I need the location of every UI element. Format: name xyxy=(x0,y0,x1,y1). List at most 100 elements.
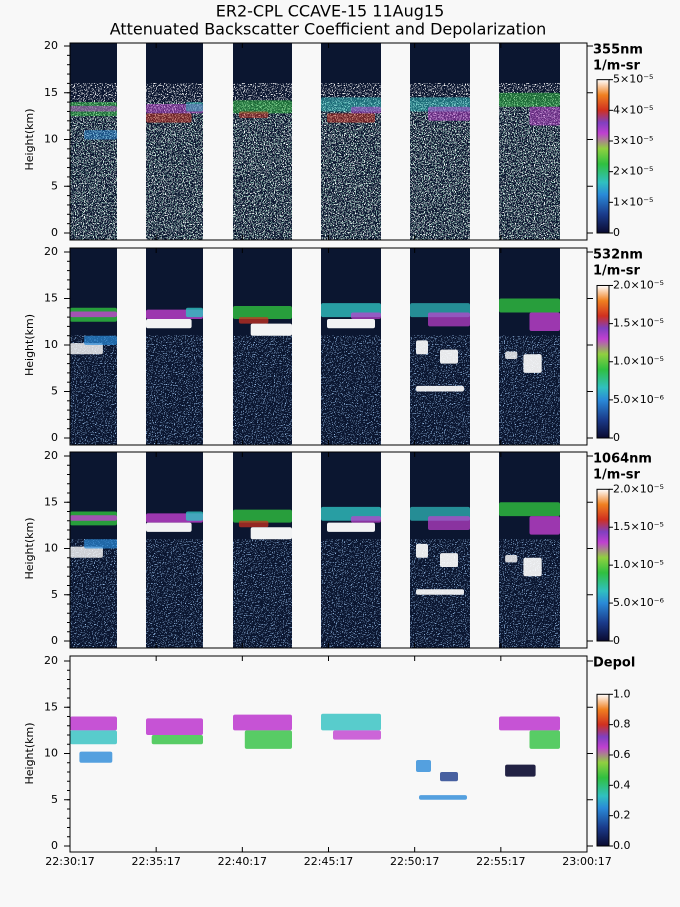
cloud-layer xyxy=(70,546,103,558)
colorbar-tick-label: 1.0 xyxy=(613,687,631,700)
curtain-noise xyxy=(233,335,292,445)
cloud-layer xyxy=(529,106,560,126)
cloud-layer xyxy=(70,343,103,355)
cloud-layer xyxy=(523,354,542,373)
colorbar-tick-label: 0.6 xyxy=(613,748,631,761)
curtain-noise xyxy=(321,539,381,648)
cloud-layer xyxy=(233,100,292,114)
colorbar xyxy=(596,284,610,439)
colorbar-tick-label: 1.0×10⁻⁵ xyxy=(613,558,664,571)
colorbar-tick-label: 3×10⁻⁵ xyxy=(613,134,653,147)
colorbar-tick-label: 1×10⁻⁵ xyxy=(613,195,653,208)
x-tick-label: 22:35:17 xyxy=(131,855,180,868)
cloud-layer xyxy=(416,589,464,595)
cloud-layer xyxy=(244,730,292,749)
colorbar-tick-label: 0 xyxy=(613,431,620,444)
y-tick-label: 5 xyxy=(51,588,58,601)
cloud-layer xyxy=(529,730,560,749)
colorbar-label: 1/m-sr xyxy=(593,59,640,74)
x-tick-label: 22:50:17 xyxy=(390,855,439,868)
colorbar-tick-label: 5.0×10⁻⁶ xyxy=(613,596,665,609)
y-tick-label: 15 xyxy=(44,495,58,508)
cloud-layer xyxy=(428,516,470,530)
colorbar-tick-label: 0.4 xyxy=(613,778,631,791)
cloud-layer xyxy=(333,730,381,740)
y-tick-label: 15 xyxy=(44,700,58,713)
curtain-noise xyxy=(70,102,117,240)
colorbar-label: 1064nm xyxy=(593,452,652,467)
colorbar xyxy=(596,488,610,642)
curtain-noise xyxy=(146,335,203,445)
y-tick-label: 10 xyxy=(44,747,58,760)
colorbar-label: 355nm xyxy=(593,43,643,58)
curtain-noise xyxy=(146,539,203,648)
y-tick-label: 20 xyxy=(44,654,58,667)
cloud-layer xyxy=(70,730,117,745)
cloud-layer xyxy=(84,335,117,345)
cloud-layer xyxy=(146,113,192,123)
colorbar-label: 1/m-sr xyxy=(593,468,640,483)
cloud-layer xyxy=(529,516,560,535)
cloud-layer xyxy=(238,111,269,118)
cloud-layer xyxy=(440,349,458,364)
cloud-layer xyxy=(146,718,203,735)
colorbar-tick-label: 5×10⁻⁵ xyxy=(613,73,653,86)
y-tick-label: 0 xyxy=(51,431,58,444)
cloud-layer xyxy=(185,307,203,318)
curtain-noise xyxy=(321,335,381,445)
cloud-layer xyxy=(238,520,269,528)
cloud-layer xyxy=(416,759,431,772)
cloud-layer xyxy=(233,714,292,731)
colorbar-label: 532nm xyxy=(593,248,643,263)
y-tick-label: 0 xyxy=(51,839,58,852)
cloud-layer xyxy=(428,312,470,327)
x-tick-label: 22:30:17 xyxy=(45,855,94,868)
cloud-layer xyxy=(499,298,560,313)
cloud-layer xyxy=(327,113,375,123)
colorbar-tick-label: 2.0×10⁻⁵ xyxy=(613,482,664,495)
colorbar-tick-label: 1.0×10⁻⁵ xyxy=(613,355,664,368)
cloud-layer xyxy=(70,515,117,521)
cloud-layer xyxy=(351,312,381,319)
cloud-layer xyxy=(499,716,560,731)
y-tick-label: 5 xyxy=(51,179,58,192)
y-tick-label: 0 xyxy=(51,634,58,647)
y-tick-label: 20 xyxy=(44,39,58,52)
colorbar-tick-label: 2×10⁻⁵ xyxy=(613,165,653,178)
colorbar xyxy=(596,693,610,847)
cloud-layer xyxy=(529,312,560,332)
cloud-layer xyxy=(70,311,117,318)
y-tick-label: 5 xyxy=(51,385,58,398)
cloud-layer xyxy=(250,527,292,540)
colorbar-label: Depol xyxy=(593,656,635,671)
colorbar-label: 1/m-sr xyxy=(593,264,640,279)
colorbar-tick-label: 1.5×10⁻⁵ xyxy=(613,520,664,533)
colorbar xyxy=(596,79,610,234)
x-tick-label: 22:40:17 xyxy=(218,855,267,868)
y-tick-label: 0 xyxy=(51,226,58,239)
colorbar-tick-label: 0.8 xyxy=(613,718,631,731)
cloud-layer xyxy=(416,340,428,355)
cloud-layer xyxy=(428,106,470,121)
curtain-noise xyxy=(321,102,381,240)
colorbar-tick-label: 0.0 xyxy=(613,839,631,852)
colorbar-tick-label: 4×10⁻⁵ xyxy=(613,103,653,116)
y-tick-label: 10 xyxy=(44,133,58,146)
cloud-layer xyxy=(233,509,292,523)
y-axis-label: Height(km) xyxy=(23,108,36,170)
cloud-layer xyxy=(440,772,458,782)
y-axis-label: Height(km) xyxy=(23,517,36,579)
cloud-layer xyxy=(505,351,518,359)
cloud-layer xyxy=(79,751,113,763)
cloud-layer xyxy=(351,516,381,523)
curtain-noise xyxy=(410,102,470,240)
cloud-layer xyxy=(416,543,428,558)
x-tick-label: 22:55:17 xyxy=(476,855,525,868)
cloud-layer xyxy=(84,130,117,140)
y-axis-label: Height(km) xyxy=(23,722,36,784)
cloud-layer xyxy=(505,554,518,563)
colorbar-tick-label: 2.0×10⁻⁵ xyxy=(613,278,664,291)
cloud-layer xyxy=(321,713,381,731)
cloud-layer xyxy=(499,502,560,517)
cloud-layer xyxy=(505,764,536,777)
